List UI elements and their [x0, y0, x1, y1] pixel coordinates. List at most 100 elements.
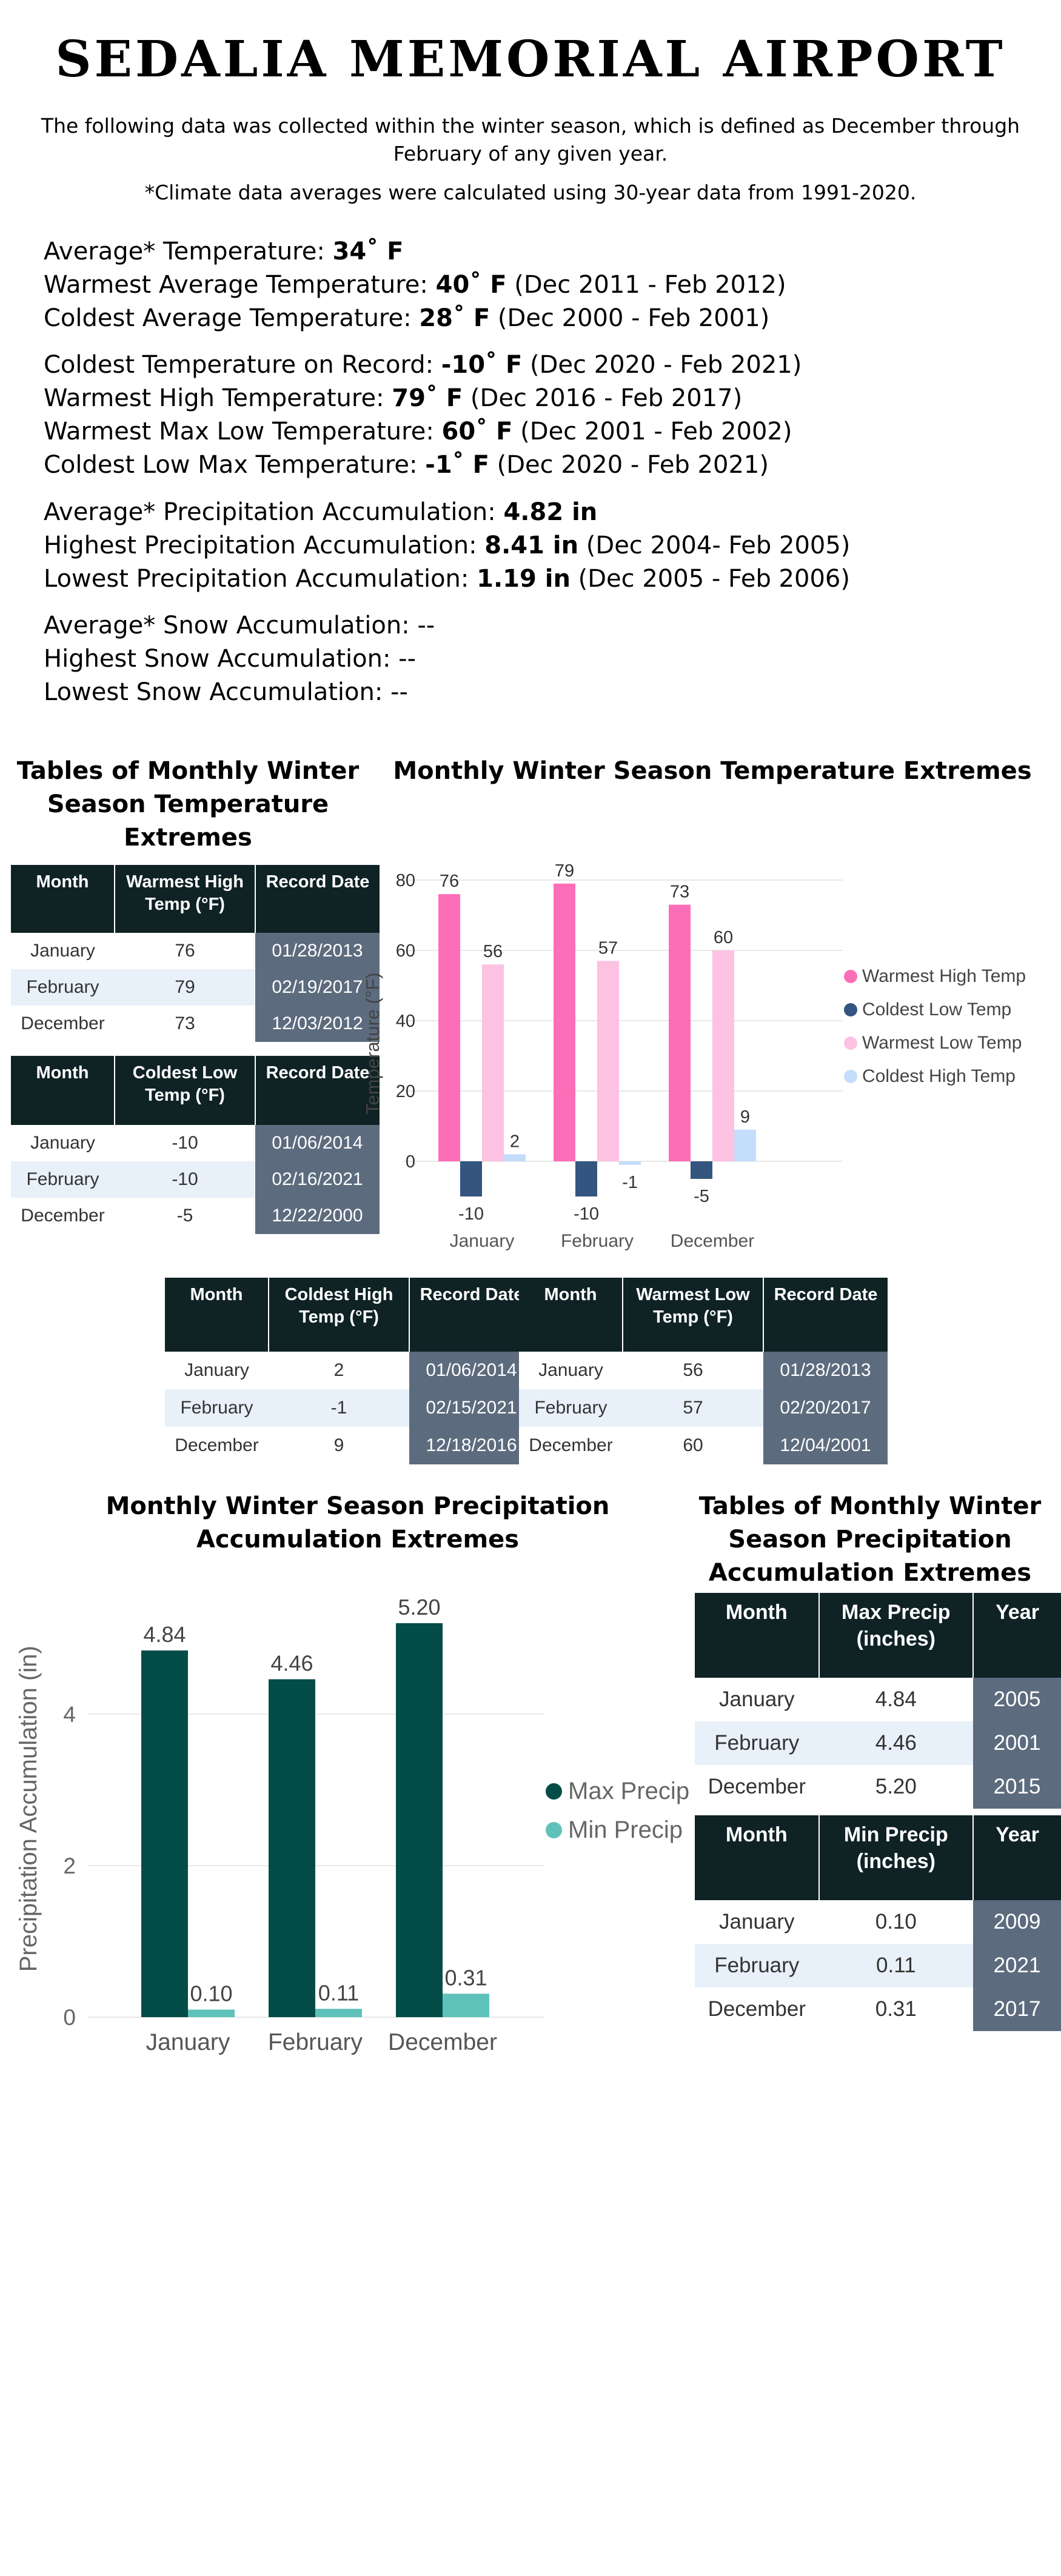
table-row: February -1 02/15/2021 [165, 1389, 534, 1427]
warmest-low-temp-header-warmest-low-temp-f[interactable]: Warmest Low Temp (°F) [623, 1278, 764, 1352]
x-tick-label: January [146, 2029, 230, 2055]
table-cell: 02/15/2021 [409, 1389, 534, 1427]
warmest-high-temp-header-record-date[interactable]: Record Date [255, 865, 380, 933]
y-tick-label: 0 [406, 1152, 415, 1172]
temperature-tables-title-line-3: Extremes [124, 824, 252, 852]
legend-label: Max Precip [568, 1777, 690, 1804]
precipitation-chart-legend: Max Precip Min Precip [546, 1772, 689, 1849]
max-precip-header-year[interactable]: Year [973, 1593, 1061, 1678]
table-cell: 73 [115, 1006, 255, 1042]
data-label: 4.46 [270, 1651, 313, 1676]
table-cell: -10 [115, 1125, 255, 1161]
warmest-low-temp-header-record-date[interactable]: Record Date [763, 1278, 888, 1352]
x-tick-label: December [388, 2029, 497, 2055]
bar-max-precip [141, 1650, 188, 2017]
data-label: -10 [458, 1204, 484, 1224]
table-cell: -10 [115, 1161, 255, 1198]
legend-label: Coldest High Temp [862, 1066, 1016, 1086]
table-cell: 56 [623, 1352, 763, 1389]
table-cell: 76 [115, 933, 255, 969]
bar-coldest-high-temp [619, 1161, 641, 1165]
stat-warmest-max-low-temperature: Warmest Max Low Temperature: 60˚ F (Dec … [44, 418, 792, 445]
bar-min-precip [188, 2009, 235, 2017]
coldest-low-temp-header-month[interactable]: Month [11, 1056, 115, 1125]
table-cell: February [695, 1944, 819, 1987]
warmest-high-temp-header-warmest-high-temp-f[interactable]: Warmest High Temp (°F) [115, 865, 256, 933]
max-precip-header-month[interactable]: Month [695, 1593, 820, 1678]
legend-marker [844, 1069, 857, 1083]
data-label: 2 [510, 1132, 520, 1151]
table-cell: December [11, 1006, 115, 1042]
page-title: SEDALIA MEMORIAL AIRPORT [55, 30, 1006, 88]
max-precip-header-max-precip-inches[interactable]: Max Precip (inches) [818, 1593, 974, 1678]
table-cell: 2021 [973, 1944, 1061, 1987]
stat-coldest-temperature-on-record: Coldest Temperature on Record: -10˚ F (D… [44, 351, 802, 379]
table-cell: January [11, 1125, 115, 1161]
data-label: 73 [670, 883, 689, 902]
table-row: February 0.11 2021 [695, 1944, 1061, 1987]
bar-max-precip [269, 1679, 315, 2017]
min-precip-header-month[interactable]: Month [695, 1815, 820, 1900]
table-row: February 79 02/19/2017 [11, 969, 380, 1006]
data-label: 0.10 [190, 1981, 232, 2006]
precipitation-tables-title-line-1: Tables of Monthly Winter [698, 1492, 1042, 1520]
table-row: February 4.46 2001 [695, 1721, 1061, 1765]
y-tick-label: 20 [396, 1082, 415, 1101]
table-row: December -5 12/22/2000 [11, 1198, 380, 1234]
stat-highest-precipitation: Highest Precipitation Accumulation: 8.41… [44, 532, 851, 559]
min-precip-header-year[interactable]: Year [973, 1815, 1061, 1900]
table-row: January 56 01/28/2013 [519, 1352, 888, 1389]
table-cell: December [695, 1987, 819, 2031]
warmest-high-temp-header-month[interactable]: Month [11, 865, 115, 933]
coldest-high-temp-header-coldest-high-temp-f[interactable]: Coldest High Temp (°F) [269, 1278, 410, 1352]
snow-stats: Average* Snow Accumulation: -- Highest S… [44, 609, 1014, 709]
table-row: February -10 02/16/2021 [11, 1161, 380, 1198]
bar-coldest-high-temp [734, 1129, 756, 1161]
legend-label: Coldest Low Temp [862, 999, 1012, 1019]
data-label: 76 [440, 872, 459, 891]
table-row: February 57 02/20/2017 [519, 1389, 888, 1427]
min-precip-table: Month Min Precip (inches) Year January 0.10 2… [695, 1815, 1061, 2031]
bar-coldest-low-temp [575, 1161, 597, 1196]
table-row: January 4.84 2005 [695, 1678, 1061, 1721]
y-tick-label: 0 [63, 2005, 76, 2030]
precipitation-tables-title-line-3: Accumulation Extremes [708, 1559, 1032, 1587]
x-tick-label: January [450, 1231, 515, 1251]
x-tick-label: February [268, 2029, 363, 2055]
bar-min-precip [315, 2009, 362, 2017]
data-label: 60 [714, 928, 733, 947]
legend-item-coldest-high-temp[interactable]: Coldest High Temp [844, 1059, 1026, 1093]
bar-coldest-low-temp [691, 1161, 712, 1179]
legend-item-warmest-high-temp[interactable]: Warmest High Temp [844, 959, 1026, 993]
coldest-low-temp-header-record-date[interactable]: Record Date [255, 1056, 380, 1125]
table-cell: 4.46 [818, 1721, 974, 1765]
warmest-high-temp-table: Month Warmest High Temp (°F) Record Date Ja… [11, 865, 380, 1042]
coldest-low-temp-header-coldest-low-temp-f[interactable]: Coldest Low Temp (°F) [115, 1056, 256, 1125]
max-precip-table: Month Max Precip (inches) Year January 4.84 2… [695, 1593, 1061, 1809]
table-cell: 01/28/2013 [763, 1352, 888, 1389]
coldest-high-temp-header-month[interactable]: Month [165, 1278, 269, 1352]
legend-item-warmest-low-temp[interactable]: Warmest Low Temp [844, 1026, 1026, 1059]
coldest-low-temp-table: Month Coldest Low Temp (°F) Record Date Jan… [11, 1056, 380, 1234]
legend-item-min-precip[interactable]: Min Precip [546, 1810, 689, 1849]
data-label: 79 [555, 861, 574, 881]
table-cell: 4.84 [818, 1678, 974, 1721]
min-precip-header-min-precip-inches[interactable]: Min Precip (inches) [818, 1815, 974, 1900]
legend-item-coldest-low-temp[interactable]: Coldest Low Temp [844, 993, 1026, 1026]
coldest-high-temp-header-record-date[interactable]: Record Date [409, 1278, 534, 1352]
table-cell: 2017 [973, 1987, 1061, 2031]
warmest-low-temp-header-month[interactable]: Month [519, 1278, 623, 1352]
table-row: January -10 01/06/2014 [11, 1125, 380, 1161]
table-cell: January [695, 1900, 819, 1944]
temperature-tables-title-line-2: Season Temperature [47, 790, 329, 818]
temperature-records: Coldest Temperature on Record: -10˚ F (D… [44, 349, 1014, 482]
stat-highest-snow: Highest Snow Accumulation: -- [44, 645, 417, 673]
table-cell: 12/18/2016 [409, 1427, 534, 1464]
table-cell: 0.10 [818, 1900, 974, 1944]
table-cell: 2015 [973, 1765, 1061, 1809]
table-cell: December [165, 1427, 269, 1464]
table-cell: 79 [115, 969, 255, 1006]
legend-item-max-precip[interactable]: Max Precip [546, 1772, 689, 1810]
intro-line-1: The following data was collected within … [41, 114, 1020, 138]
data-label: 4.84 [143, 1622, 186, 1647]
